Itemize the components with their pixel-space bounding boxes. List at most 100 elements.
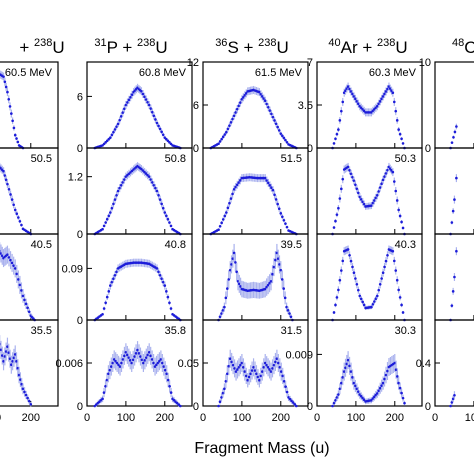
data-point — [109, 211, 112, 214]
data-point — [380, 277, 383, 280]
data-point — [348, 87, 351, 91]
data-point — [4, 85, 8, 89]
data-point — [395, 278, 399, 282]
data-point — [113, 198, 117, 201]
data-point — [396, 375, 399, 378]
panel-c0-r2: 40.5 — [0, 233, 59, 322]
y-tick-label: 10 — [419, 57, 431, 69]
data-point — [15, 359, 18, 363]
x-tick-label: 200 — [156, 412, 174, 424]
data-point — [351, 265, 354, 269]
data-point — [2, 75, 5, 78]
data-point — [10, 363, 13, 367]
data-point — [223, 214, 227, 218]
data-point — [232, 187, 236, 191]
data-point — [352, 95, 356, 98]
data-point — [375, 294, 379, 298]
data-point — [450, 141, 454, 144]
data-point — [285, 305, 288, 309]
data-point — [151, 110, 154, 114]
data-point — [225, 211, 228, 214]
energy-label: 51.5 — [281, 153, 302, 165]
data-point — [224, 379, 228, 383]
data-point — [344, 89, 347, 92]
data-point — [284, 385, 287, 388]
data-point — [12, 356, 16, 360]
data-point — [337, 288, 340, 292]
energy-label: 50.3 — [395, 153, 416, 165]
data-point — [159, 358, 163, 361]
data-point — [341, 100, 345, 104]
data-point — [142, 361, 145, 365]
y-tick-label: 0.006 — [55, 358, 83, 370]
data-point — [284, 222, 287, 225]
title-col-1: 31P + 238U — [94, 37, 167, 57]
panel-c4-r3: 00.40100200 — [416, 319, 474, 424]
data-point — [141, 92, 145, 96]
data-point — [9, 193, 12, 196]
data-point — [383, 265, 386, 269]
data-point — [349, 370, 353, 373]
data-point — [124, 350, 128, 354]
x-axis-label: Fragment Mass (u) — [194, 440, 329, 457]
panel-frame — [434, 147, 474, 235]
data-point — [169, 391, 173, 394]
data-point — [13, 133, 17, 137]
x-tick-label: 0 — [432, 412, 438, 424]
data-point — [160, 202, 163, 206]
data-point — [3, 355, 7, 358]
data-point — [401, 311, 405, 314]
data-point — [455, 125, 458, 128]
data-point — [6, 90, 9, 94]
data-point — [371, 397, 375, 400]
data-point — [340, 269, 343, 272]
data-point — [275, 251, 279, 255]
data-point — [401, 396, 405, 400]
data-point — [158, 127, 162, 131]
data-point — [377, 288, 381, 292]
data-point — [105, 295, 109, 299]
data-point — [279, 268, 283, 272]
panel-c1-r1: 0 1.2 50.8 — [68, 147, 193, 241]
data-point — [273, 119, 276, 122]
data-point — [375, 104, 379, 108]
data-point — [118, 118, 121, 122]
y-tick-label: 0 — [193, 143, 199, 155]
data-point — [169, 224, 173, 228]
data-point — [395, 119, 399, 122]
data-point — [124, 103, 128, 107]
data-point — [20, 382, 24, 386]
data-point — [168, 384, 171, 388]
data-point — [371, 201, 375, 205]
data-point — [381, 95, 385, 98]
data-point — [338, 387, 342, 391]
data-point — [112, 277, 115, 281]
data-point — [283, 296, 287, 300]
data-point — [228, 357, 232, 361]
data-point — [13, 267, 17, 270]
data-point — [226, 287, 229, 290]
data-point — [380, 97, 383, 101]
data-point — [239, 179, 242, 182]
x-tick-label: 100 — [465, 412, 474, 424]
data-point — [239, 101, 242, 104]
data-point — [228, 201, 231, 205]
data-point — [232, 251, 236, 255]
data-point — [384, 259, 388, 263]
data-point — [220, 137, 223, 141]
data-point — [271, 272, 274, 276]
data-point — [378, 100, 382, 103]
data-point — [392, 180, 396, 183]
data-point — [123, 178, 126, 181]
data-point — [133, 355, 136, 358]
data-point — [269, 280, 273, 283]
data-point — [345, 362, 349, 366]
data-point — [121, 181, 125, 184]
data-point — [221, 391, 225, 395]
data-point — [270, 112, 273, 116]
data-point — [223, 305, 226, 309]
data-point — [268, 109, 272, 112]
data-point — [144, 98, 148, 101]
data-point — [156, 361, 160, 365]
data-point — [234, 370, 238, 373]
